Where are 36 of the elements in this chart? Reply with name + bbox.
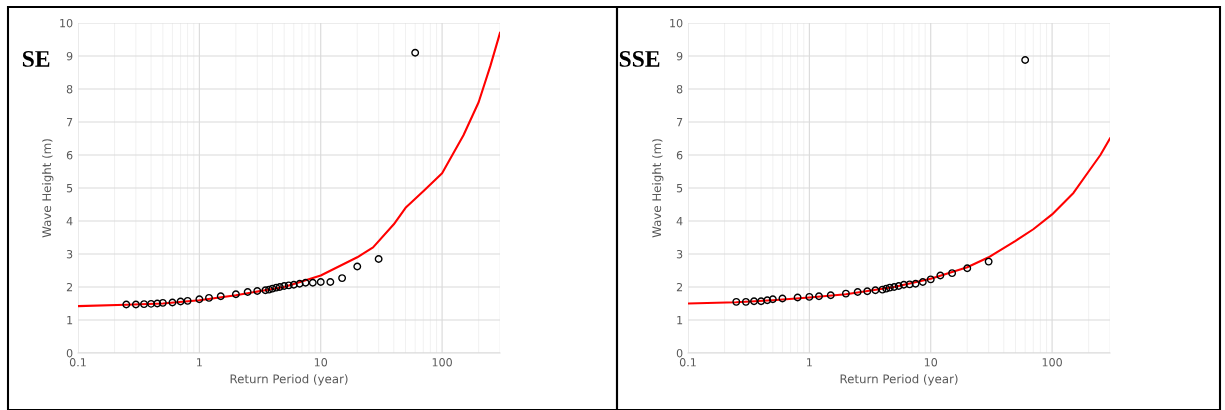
- y-axis-title: Wave Height (m): [652, 139, 664, 238]
- y-tick-label: 2: [676, 282, 683, 292]
- y-tick-label: 1: [67, 316, 73, 325]
- text: SSE: [619, 50, 660, 67]
- y-tick-label: 8: [676, 84, 683, 94]
- y-tick-label: 9: [66, 51, 73, 61]
- y-axis-title: Wave Height (m): [42, 139, 54, 238]
- x-tick-label: 100: [1042, 358, 1062, 367]
- text: SE: [22, 50, 50, 67]
- y-tick-label: 2: [66, 282, 73, 292]
- y-tick-label: 4: [676, 217, 683, 226]
- x-tick-label: 0.1: [69, 358, 86, 367]
- x-tick-label: 100: [432, 358, 452, 367]
- y-tick-label: 1: [677, 316, 683, 325]
- y-tick-label: 9: [676, 51, 683, 61]
- y-tick-label: 3: [66, 249, 73, 259]
- y-tick-label: 3: [676, 249, 683, 259]
- y-tick-label: 6: [676, 150, 683, 160]
- x-tick-label: 1: [197, 358, 202, 367]
- y-tick-label: 5: [66, 184, 73, 193]
- y-tick-label: 4: [66, 217, 73, 226]
- y-tick-label: 0: [676, 348, 683, 358]
- x-tick-label: 1: [807, 358, 812, 367]
- y-tick-label: 7: [676, 118, 683, 127]
- y-tick-label: 10: [670, 18, 683, 28]
- x-axis-title: Return Period (year): [230, 374, 348, 386]
- x-axis-title: Return Period (year): [840, 374, 958, 386]
- x-tick-label: 10: [924, 358, 938, 367]
- x-tick-label: 10: [314, 358, 328, 367]
- y-tick-label: 6: [66, 150, 73, 160]
- y-tick-label: 5: [676, 184, 683, 193]
- y-tick-label: 7: [66, 118, 73, 127]
- y-tick-label: 8: [66, 84, 73, 94]
- y-tick-label: 10: [60, 18, 73, 28]
- y-tick-label: 0: [66, 348, 73, 358]
- x-tick-label: 0.1: [679, 358, 696, 367]
